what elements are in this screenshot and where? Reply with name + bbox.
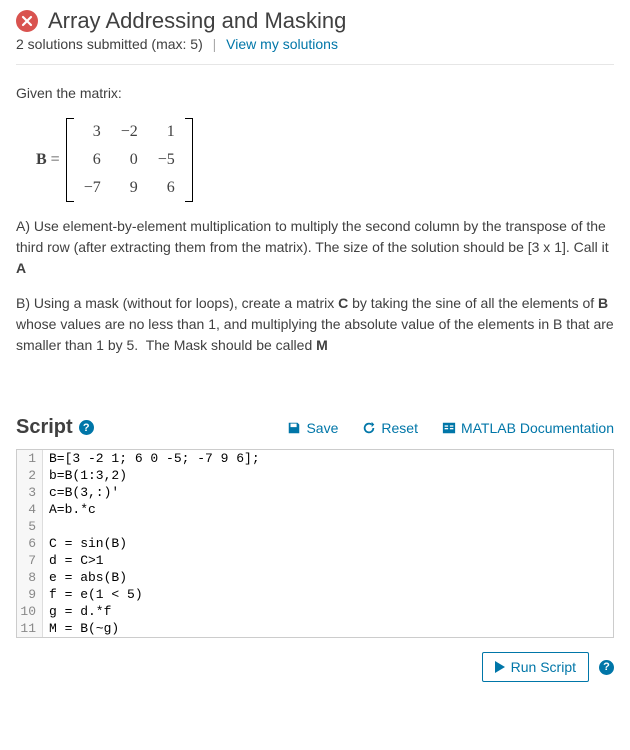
line-number: 2 bbox=[17, 467, 43, 484]
line-number: 6 bbox=[17, 535, 43, 552]
run-row: Run Script ? bbox=[16, 652, 614, 682]
code-line[interactable]: c=B(3,:)' bbox=[43, 484, 125, 501]
line-number: 8 bbox=[17, 569, 43, 586]
docs-label: MATLAB Documentation bbox=[461, 420, 614, 436]
matrix-cell: 1 bbox=[148, 118, 185, 146]
play-icon bbox=[495, 661, 505, 673]
bracket-left bbox=[66, 118, 74, 202]
submissions-count: 2 solutions submitted (max: 5) bbox=[16, 36, 203, 52]
problem-part-a: A) Use element-by-element multiplication… bbox=[16, 216, 614, 279]
reset-icon bbox=[362, 421, 376, 435]
script-toolbar: Save Reset MATLAB Documentation bbox=[287, 420, 614, 436]
line-number: 5 bbox=[17, 518, 43, 535]
script-header: Script ? Save Reset MATLAB Documentation bbox=[16, 416, 614, 439]
bracket-right bbox=[185, 118, 193, 202]
code-line[interactable]: d = C>1 bbox=[43, 552, 110, 569]
problem-part-b: B) Using a mask (without for loops), cre… bbox=[16, 293, 614, 356]
code-line[interactable]: e = abs(B) bbox=[43, 569, 133, 586]
code-line[interactable]: g = d.*f bbox=[43, 603, 117, 620]
matrix-cell: −5 bbox=[148, 146, 185, 174]
code-line[interactable]: b=B(1:3,2) bbox=[43, 467, 133, 484]
header-divider bbox=[16, 64, 614, 65]
matrix-table: 3 −2 1 6 0 −5 −7 9 6 bbox=[74, 118, 185, 202]
matrix-cell: −7 bbox=[74, 174, 111, 202]
save-icon bbox=[287, 421, 301, 435]
line-number: 7 bbox=[17, 552, 43, 569]
matrix-display: B = 3 −2 1 6 0 −5 −7 9 6 bbox=[36, 118, 614, 202]
submissions-row: 2 solutions submitted (max: 5) | View my… bbox=[16, 36, 614, 52]
code-line[interactable]: A=b.*c bbox=[43, 501, 102, 518]
matrix-row: 6 0 −5 bbox=[74, 146, 185, 174]
script-title: Script bbox=[16, 416, 73, 439]
code-line[interactable]: f = e(1 < 5) bbox=[43, 586, 149, 603]
save-label: Save bbox=[306, 420, 338, 436]
problem-body: Given the matrix: B = 3 −2 1 6 0 −5 −7 9 bbox=[16, 83, 614, 356]
code-line[interactable]: B=[3 -2 1; 6 0 -5; -7 9 6]; bbox=[43, 450, 266, 467]
matrix-cell: 6 bbox=[74, 146, 111, 174]
problem-intro: Given the matrix: bbox=[16, 83, 614, 104]
reset-button[interactable]: Reset bbox=[362, 420, 418, 436]
docs-link[interactable]: MATLAB Documentation bbox=[442, 420, 614, 436]
run-help-icon[interactable]: ? bbox=[599, 660, 614, 675]
help-icon[interactable]: ? bbox=[79, 420, 94, 435]
page-title: Array Addressing and Masking bbox=[48, 8, 346, 34]
page-root: Array Addressing and Masking 2 solutions… bbox=[0, 0, 630, 698]
error-status-icon bbox=[16, 10, 38, 32]
run-label: Run Script bbox=[511, 659, 576, 675]
script-title-wrap: Script ? bbox=[16, 416, 94, 439]
matrix-row: −7 9 6 bbox=[74, 174, 185, 202]
header: Array Addressing and Masking bbox=[16, 8, 614, 34]
line-number: 1 bbox=[17, 450, 43, 467]
line-number: 9 bbox=[17, 586, 43, 603]
matrix-cell: 6 bbox=[148, 174, 185, 202]
line-number: 10 bbox=[17, 603, 43, 620]
matrix-row: 3 −2 1 bbox=[74, 118, 185, 146]
matrix-cell: 0 bbox=[111, 146, 148, 174]
line-number: 4 bbox=[17, 501, 43, 518]
reset-label: Reset bbox=[381, 420, 418, 436]
line-number: 11 bbox=[17, 620, 43, 637]
code-line[interactable]: M = B(~g) bbox=[43, 620, 125, 637]
matrix-label: B = bbox=[36, 148, 60, 172]
matrix-cell: 9 bbox=[111, 174, 148, 202]
code-line[interactable] bbox=[43, 518, 55, 535]
divider: | bbox=[213, 36, 217, 52]
code-editor[interactable]: 1B=[3 -2 1; 6 0 -5; -7 9 6]; 2b=B(1:3,2)… bbox=[16, 449, 614, 638]
code-line[interactable]: C = sin(B) bbox=[43, 535, 133, 552]
line-number: 3 bbox=[17, 484, 43, 501]
run-script-button[interactable]: Run Script bbox=[482, 652, 589, 682]
view-solutions-link[interactable]: View my solutions bbox=[226, 36, 338, 52]
matrix-cell: −2 bbox=[111, 118, 148, 146]
matrix-cell: 3 bbox=[74, 118, 111, 146]
docs-icon bbox=[442, 421, 456, 435]
save-button[interactable]: Save bbox=[287, 420, 338, 436]
